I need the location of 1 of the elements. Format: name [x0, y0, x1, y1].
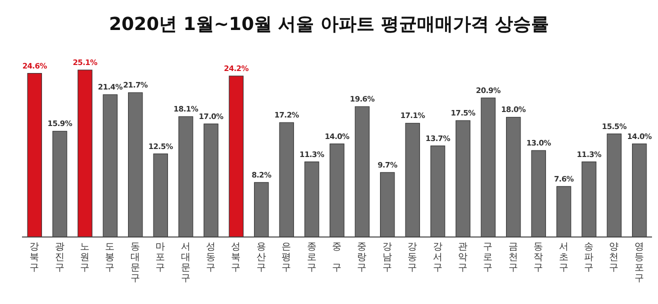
- title: 2020년 1월~10월 서울 아파트 평균매매가격 상승률: [108, 14, 550, 35]
